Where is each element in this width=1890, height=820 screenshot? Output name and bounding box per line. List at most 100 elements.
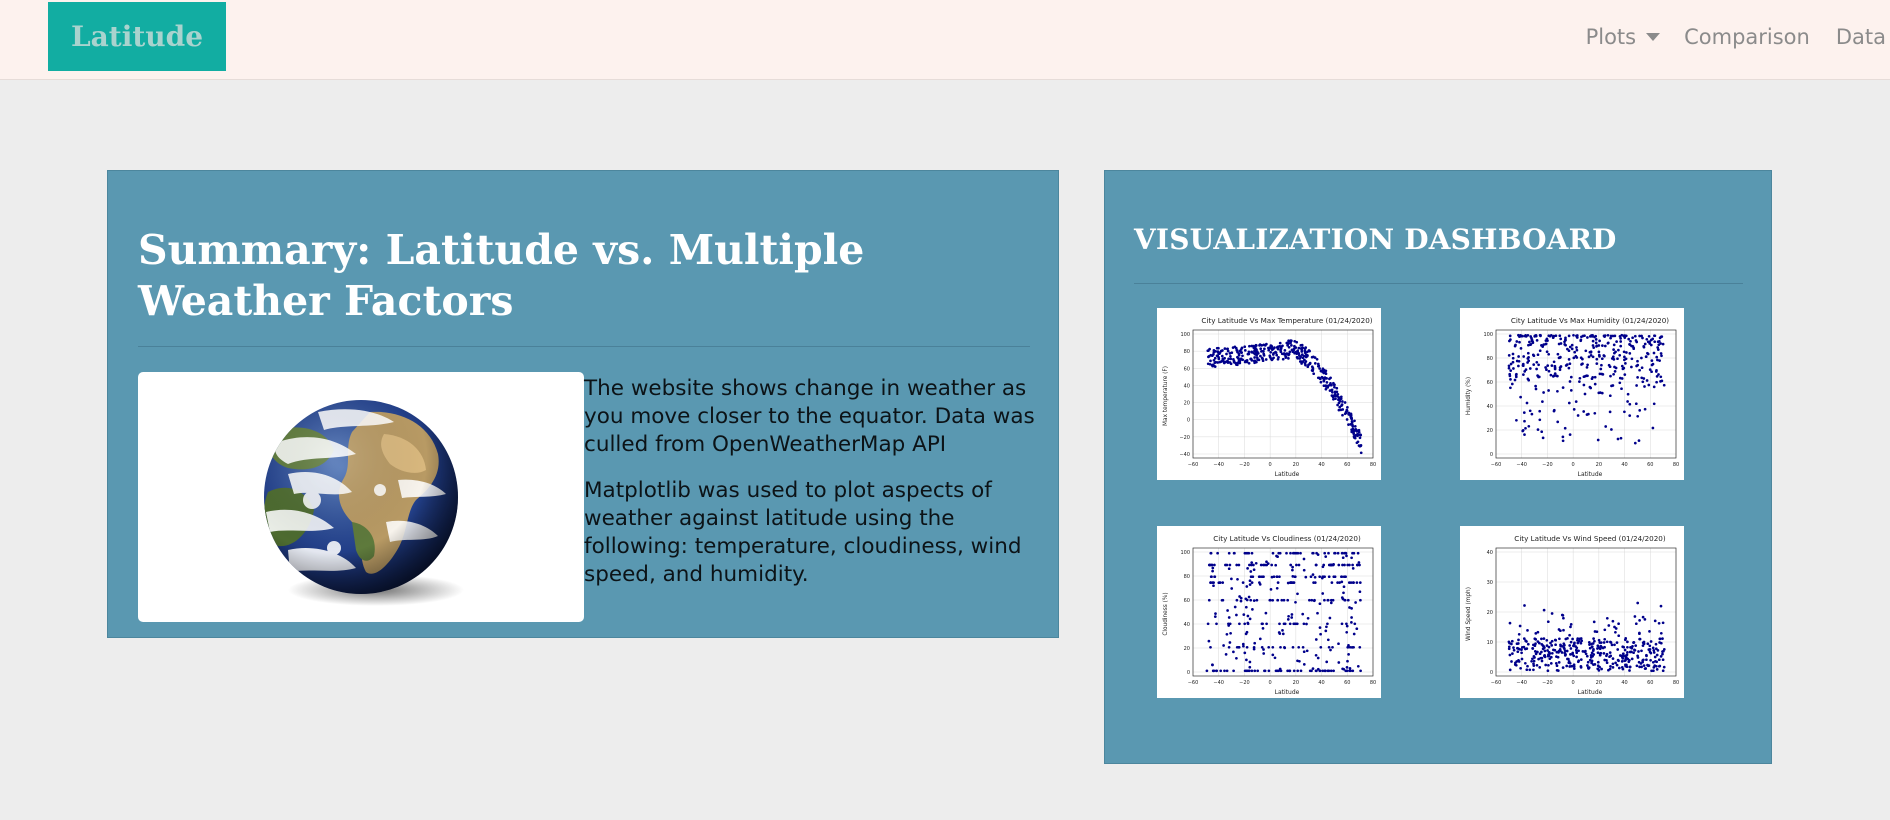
- scatter-point: [1567, 334, 1571, 338]
- scatter-point: [1221, 357, 1225, 361]
- scatter-point: [1623, 648, 1627, 652]
- scatter-point: [1546, 669, 1550, 673]
- scatter-point: [1591, 344, 1595, 347]
- scatter-point: [1654, 642, 1658, 646]
- scatter-point: [1245, 585, 1249, 588]
- scatter-point: [1326, 598, 1330, 602]
- scatter-point: [1276, 555, 1279, 559]
- scatter-point: [1351, 551, 1354, 555]
- scatter-point: [1595, 630, 1599, 634]
- x-tick-label: 0: [1572, 462, 1575, 468]
- scatter-point: [1523, 433, 1526, 436]
- x-tick-label: 20: [1596, 462, 1602, 468]
- y-tick-label: 60: [1184, 366, 1190, 372]
- scatter-point: [1205, 669, 1209, 673]
- scatter-point: [1237, 357, 1240, 360]
- scatter-point: [1244, 551, 1248, 555]
- scatter-point: [1350, 421, 1354, 424]
- y-tick-label: 100: [1180, 550, 1190, 556]
- scatter-point: [1315, 357, 1319, 361]
- scatter-point: [1351, 424, 1355, 428]
- nav-plots-dropdown[interactable]: Plots: [1586, 25, 1661, 49]
- scatter-point: [1550, 612, 1554, 615]
- scatter-points: [1206, 339, 1363, 455]
- y-tick-label: 0: [1187, 670, 1190, 676]
- scatter-point: [1278, 341, 1282, 345]
- scatter-point: [1549, 373, 1553, 377]
- scatter-point: [1526, 642, 1530, 646]
- scatter-point: [1305, 649, 1309, 653]
- scatter-point: [1350, 616, 1353, 619]
- scatter-point: [1273, 656, 1277, 660]
- scatter-point: [1212, 358, 1216, 362]
- cloudiness-plot-thumbnail[interactable]: City Latitude Vs Cloudiness (01/24/2020)…: [1157, 526, 1381, 698]
- scatter-point: [1636, 601, 1640, 605]
- scatter-point: [1348, 667, 1352, 670]
- scatter-point: [1507, 645, 1511, 649]
- scatter-point: [1556, 420, 1560, 424]
- scatter-point: [1586, 363, 1589, 367]
- scatter-point: [1568, 633, 1571, 637]
- humidity-plot-thumbnail[interactable]: City Latitude Vs Max Humidity (01/24/202…: [1460, 308, 1684, 480]
- scatter-point: [1567, 657, 1570, 661]
- scatter-point: [1643, 342, 1647, 346]
- scatter-point: [1246, 352, 1250, 356]
- scatter-point: [1345, 418, 1349, 421]
- scatter-point: [1648, 630, 1651, 633]
- scatter-point: [1287, 614, 1290, 618]
- nav-comparison-link[interactable]: Comparison: [1684, 25, 1810, 49]
- scatter-point: [1244, 605, 1248, 609]
- scatter-point: [1527, 424, 1531, 428]
- x-tick-label: 40: [1621, 462, 1627, 468]
- brand-logo-link[interactable]: Latitude: [48, 2, 226, 71]
- scatter-point: [1578, 380, 1581, 383]
- scatter-point: [1561, 439, 1565, 443]
- plot-frame: [1192, 329, 1374, 459]
- scatter-point: [1510, 660, 1513, 663]
- scatter-point: [1285, 551, 1288, 555]
- scatter-point: [1624, 637, 1628, 640]
- scatter-point: [1534, 387, 1538, 391]
- scatter-point: [1522, 373, 1525, 376]
- scatter-point: [1656, 348, 1660, 351]
- scatter-point: [1579, 356, 1583, 360]
- scatter-point: [1343, 598, 1347, 602]
- scatter-point: [1249, 598, 1253, 602]
- scatter-point: [1638, 619, 1641, 622]
- scatter-point: [1626, 640, 1629, 644]
- scatter-point: [1349, 423, 1353, 426]
- scatter-point: [1278, 551, 1282, 555]
- scatter-point: [1300, 343, 1303, 347]
- scatter-point: [1626, 392, 1630, 396]
- scatter-point: [1261, 359, 1265, 363]
- scatter-point: [1513, 378, 1517, 382]
- scatter-point: [1351, 669, 1355, 673]
- scatter-point: [1302, 568, 1306, 572]
- scatter-point: [1544, 663, 1548, 667]
- scatter-point: [1283, 646, 1287, 650]
- scatter-point: [1655, 380, 1658, 384]
- scatter-point: [1262, 343, 1266, 347]
- scatter-point: [1289, 551, 1292, 555]
- scatter-point: [1313, 356, 1317, 359]
- scatter-point: [1621, 657, 1625, 660]
- nav-data-link[interactable]: Data: [1835, 25, 1886, 49]
- scatter-point: [1341, 413, 1344, 417]
- wind-speed-plot-thumbnail[interactable]: City Latitude Vs Wind Speed (01/24/2020)…: [1460, 526, 1684, 698]
- humidity-scatter-plot: City Latitude Vs Max Humidity (01/24/202…: [1466, 316, 1679, 478]
- scatter-point: [1345, 554, 1348, 558]
- scatter-point: [1536, 630, 1540, 634]
- scatter-point: [1293, 339, 1297, 343]
- scatter-point: [1314, 653, 1318, 657]
- scatter-point: [1290, 339, 1293, 343]
- plot-frame: [1495, 547, 1677, 677]
- y-tick-label: 20: [1184, 401, 1190, 407]
- scatter-point: [1224, 653, 1228, 656]
- scatter-point: [1508, 334, 1512, 338]
- temperature-plot-thumbnail[interactable]: City Latitude Vs Max Temperature (01/24/…: [1157, 308, 1381, 480]
- scatter-point: [1621, 652, 1625, 656]
- scatter-point: [1580, 363, 1583, 366]
- scatter-point: [1340, 404, 1343, 407]
- scatter-point: [1345, 669, 1349, 673]
- scatter-point: [1288, 350, 1292, 354]
